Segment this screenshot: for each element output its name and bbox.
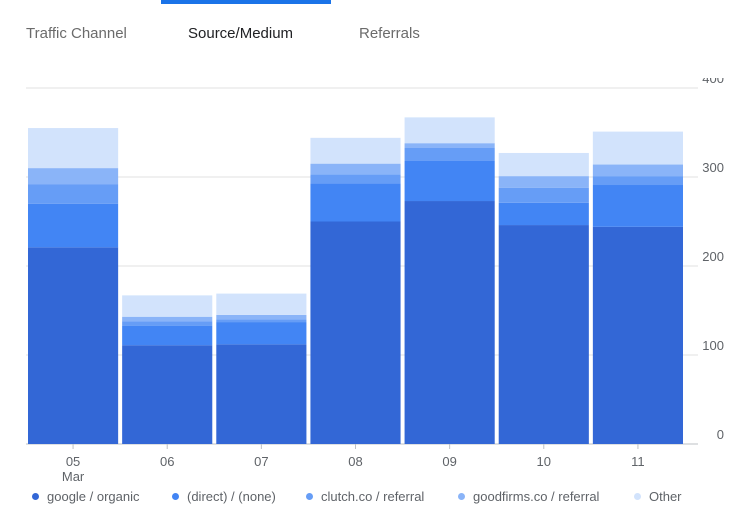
bar-segment[interactable]	[310, 137, 401, 164]
legend-dot-icon	[172, 493, 179, 501]
bar-segment[interactable]	[404, 160, 495, 202]
legend-label: (direct) / (none)	[187, 489, 276, 504]
y-tick-label: 300	[702, 160, 724, 175]
bar-segment[interactable]	[404, 117, 495, 144]
legend-label: Other	[649, 489, 682, 504]
legend-dot-icon	[306, 493, 313, 501]
legend-dot-icon	[458, 493, 465, 501]
bar-segment[interactable]	[122, 316, 213, 322]
bar-segment[interactable]	[28, 203, 119, 248]
legend-item[interactable]: clutch.co / referral	[306, 486, 424, 508]
legend-item[interactable]: goodfirms.co / referral	[458, 486, 599, 508]
bar-segment[interactable]	[498, 202, 589, 226]
legend-dot-icon	[32, 493, 39, 501]
legend-item[interactable]: Other	[634, 486, 682, 508]
tab-bar: Traffic Channel Source/Medium Referrals	[0, 0, 750, 60]
x-tick-label: 06	[160, 454, 174, 469]
x-tick-sublabel: Mar	[62, 469, 85, 483]
x-tick-label: 10	[537, 454, 551, 469]
tab-source-medium[interactable]: Source/Medium	[188, 25, 294, 42]
x-tick-label: 08	[348, 454, 362, 469]
bar-segment[interactable]	[122, 325, 213, 346]
x-tick-label: 11	[631, 454, 645, 469]
bar-segment[interactable]	[310, 163, 401, 175]
bar-segment[interactable]	[498, 187, 589, 203]
bar-segment[interactable]	[592, 176, 683, 186]
y-tick-label: 100	[702, 338, 724, 353]
bar-segment[interactable]	[310, 183, 401, 222]
legend-item[interactable]: (direct) / (none)	[172, 486, 276, 508]
bar-segment[interactable]	[28, 184, 119, 204]
bar-segment[interactable]	[404, 143, 495, 148]
tab-traffic-channel[interactable]: Traffic Channel	[26, 25, 127, 42]
bar-segment[interactable]	[498, 225, 589, 444]
tab-referrals[interactable]: Referrals	[359, 25, 420, 42]
bar-segment[interactable]	[216, 293, 307, 315]
bar-segment[interactable]	[28, 168, 119, 185]
bar-segment[interactable]	[404, 201, 495, 444]
bar-segment[interactable]	[122, 321, 213, 326]
bar-segment[interactable]	[592, 185, 683, 227]
legend-label: goodfirms.co / referral	[473, 489, 600, 504]
y-tick-label: 200	[702, 249, 724, 264]
legend-dot-icon	[634, 493, 641, 501]
bar-segment[interactable]	[216, 314, 307, 320]
x-tick-label: 05	[66, 454, 80, 469]
bar-segment[interactable]	[592, 226, 683, 444]
bar-segment[interactable]	[592, 164, 683, 177]
bar-segment[interactable]	[310, 221, 401, 445]
y-tick-label: 0	[717, 427, 724, 442]
x-tick-label: 07	[254, 454, 268, 469]
bar-segment[interactable]	[28, 247, 119, 444]
bar-segment[interactable]	[28, 128, 119, 169]
active-tab-indicator	[161, 0, 331, 4]
bar-segment[interactable]	[216, 319, 307, 323]
bar-segment[interactable]	[498, 176, 589, 188]
bar-segment[interactable]	[310, 174, 401, 184]
bar-segment[interactable]	[592, 131, 683, 165]
x-tick-label: 09	[442, 454, 456, 469]
legend-label: clutch.co / referral	[321, 489, 425, 504]
stacked-bar-chart: 0 100 200 300 400 05 Mar 06 07 08 09 10 11	[0, 78, 750, 483]
bar-segment[interactable]	[122, 295, 213, 317]
legend-label: google / organic	[47, 489, 140, 504]
bar-segment[interactable]	[498, 152, 589, 177]
bar-segment[interactable]	[122, 345, 213, 444]
chart-legend: google / organic (direct) / (none) clutch.…	[0, 486, 750, 510]
y-tick-label: 400	[702, 78, 724, 86]
bar-segment[interactable]	[216, 322, 307, 345]
bar-segment[interactable]	[216, 344, 307, 444]
bar-segment[interactable]	[404, 147, 495, 161]
legend-item[interactable]: google / organic	[32, 486, 140, 508]
